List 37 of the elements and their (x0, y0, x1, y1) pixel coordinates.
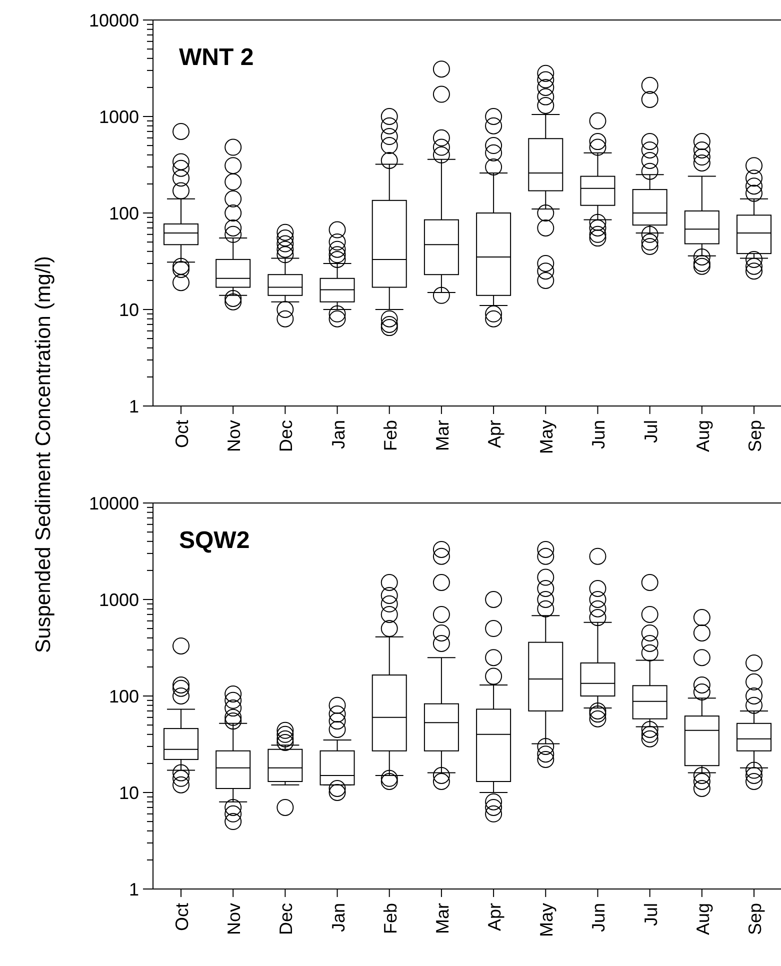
text: SQW2 (179, 527, 250, 554)
x-tick-label: Jul (640, 903, 661, 926)
y-tick-label: 100 (108, 203, 139, 224)
y-tick-label: 10000 (88, 493, 139, 514)
x-tick-label: Nov (224, 903, 244, 936)
x-tick-label: May (536, 903, 557, 938)
y-tick-label: 1 (128, 879, 139, 900)
x-tick-label: May (536, 420, 557, 454)
x-tick-label: Jul (640, 420, 661, 444)
x-tick-label: Dec (276, 420, 296, 452)
x-tick-label: Feb (380, 903, 400, 934)
x-tick-label: Jan (328, 420, 348, 450)
x-tick-label: Nov (224, 420, 244, 452)
x-tick-label: Aug (692, 420, 713, 452)
x-tick-label: Jun (588, 420, 609, 450)
y-tick-label: 1000 (98, 590, 139, 610)
x-tick-label: Apr (484, 420, 505, 448)
x-tick-label: Apr (484, 903, 505, 932)
x-tick-label: Sep (745, 903, 765, 936)
x-tick-label: Jan (328, 903, 348, 932)
y-tick-label: 1 (128, 396, 139, 416)
y-tick-label: 1000 (98, 106, 139, 127)
y-tick-label: 10 (118, 782, 139, 803)
y-axis-title: Suspended Sediment Concentration (mg/l) (32, 256, 55, 653)
y-tick-label: 10000 (88, 10, 139, 30)
x-tick-label: Mar (432, 420, 452, 451)
x-tick-label: Oct (172, 420, 192, 448)
text: WNT 2 (179, 44, 254, 71)
x-tick-label: Oct (172, 903, 192, 932)
x-tick-label: Sep (745, 420, 765, 452)
x-tick-label: Mar (432, 902, 452, 934)
x-tick-label: Feb (380, 420, 400, 452)
y-tick-label: 100 (108, 686, 139, 706)
y-tick-label: 10 (118, 300, 139, 320)
x-tick-label: Aug (692, 903, 713, 936)
x-tick-label: Dec (276, 903, 296, 936)
x-tick-label: Jun (588, 903, 609, 932)
